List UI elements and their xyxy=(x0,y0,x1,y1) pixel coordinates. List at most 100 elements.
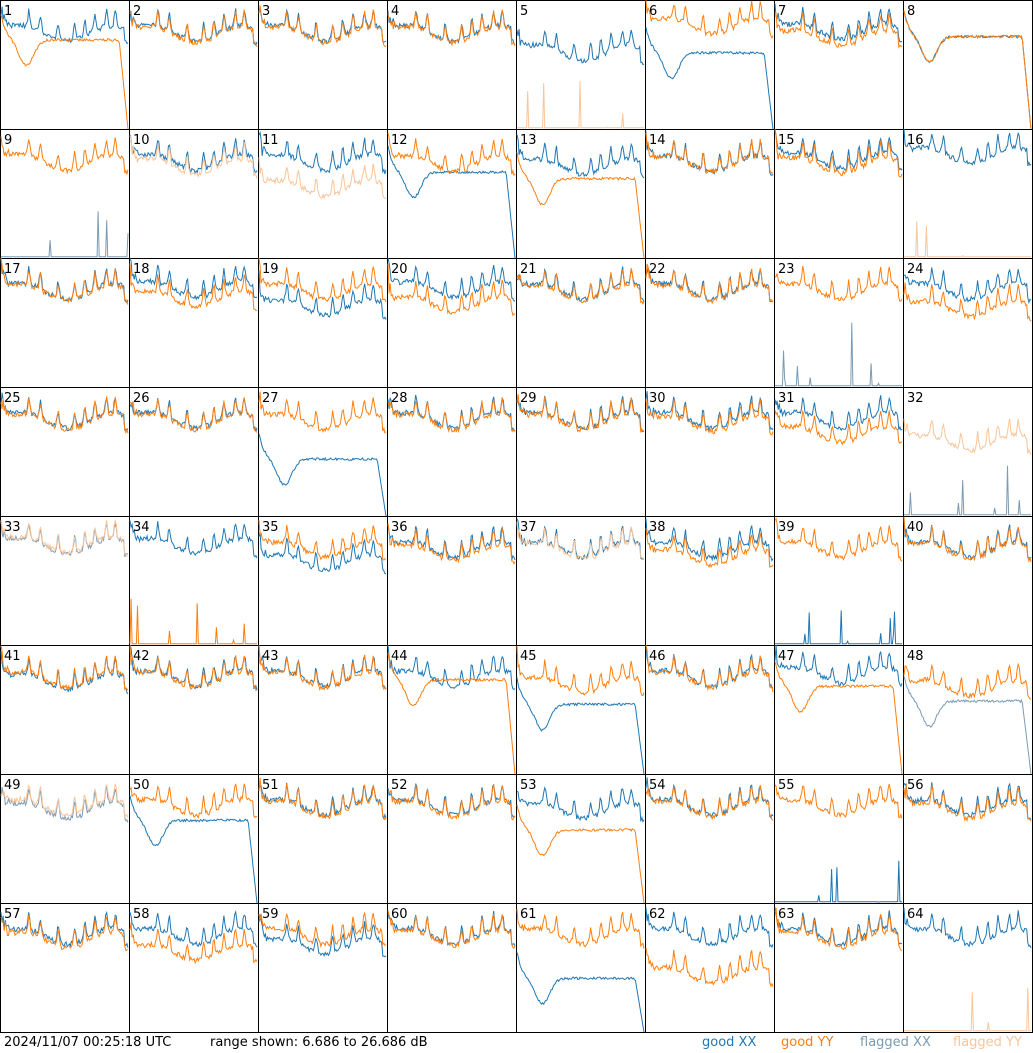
panel-frame xyxy=(387,258,517,388)
panel-frame xyxy=(774,0,904,130)
series-xx-line xyxy=(129,397,258,432)
series-xx-line xyxy=(775,860,902,903)
series-yy-line xyxy=(387,397,516,434)
panel-21: 21 xyxy=(516,258,646,388)
panel-label: 18 xyxy=(133,262,150,277)
panel-frame xyxy=(129,645,259,775)
series-yy-line xyxy=(774,265,903,302)
panel-frame xyxy=(258,0,388,130)
panel-label: 34 xyxy=(133,520,150,535)
panel-label: 25 xyxy=(4,391,21,406)
panel-label: 8 xyxy=(907,4,915,19)
series-yy-line xyxy=(516,152,645,259)
panel-frame xyxy=(387,516,517,646)
panel-20: 20 xyxy=(387,257,517,388)
panel-33: 33 xyxy=(0,516,130,646)
series-yy-line xyxy=(129,135,258,179)
series-yy-line xyxy=(129,922,258,965)
panel-label: 57 xyxy=(4,907,21,922)
panel-label: 50 xyxy=(133,778,150,793)
legend-flagged-xx: flagged XX xyxy=(860,1035,931,1050)
series-xx-line xyxy=(129,910,258,948)
panel-label: 52 xyxy=(391,778,408,793)
panel-frame xyxy=(903,0,1033,130)
timestamp-text: 2024/11/07 00:25:18 UTC xyxy=(4,1035,172,1050)
series-yy-line xyxy=(0,396,129,435)
panel-frame xyxy=(645,387,775,517)
panel-label: 13 xyxy=(520,133,537,148)
panel-59: 59 xyxy=(258,903,388,1033)
panel-12: 12 xyxy=(387,129,517,259)
panel-frame xyxy=(903,516,1033,646)
series-xx-line xyxy=(775,610,902,645)
panel-54: 54 xyxy=(645,774,775,904)
panel-label: 64 xyxy=(907,907,924,922)
series-xx-line xyxy=(387,644,516,690)
series-yy-line xyxy=(387,132,516,177)
legend-good-xx: good XX xyxy=(702,1035,757,1050)
panel-label: 51 xyxy=(262,778,279,793)
panel-label: 10 xyxy=(133,133,150,148)
panel-label: 9 xyxy=(4,133,12,148)
panel-label: 48 xyxy=(907,649,924,664)
panel-26: 26 xyxy=(129,387,259,517)
series-yy-line xyxy=(516,909,645,949)
panel-label: 30 xyxy=(649,391,666,406)
series-yy-line xyxy=(387,652,516,775)
panel-48: 48 xyxy=(903,645,1033,775)
panel-frame xyxy=(258,516,388,646)
panel-8: 8 xyxy=(903,0,1033,130)
panel-frame xyxy=(258,258,388,388)
panel-43: 43 xyxy=(258,644,388,775)
panel-label: 2 xyxy=(133,4,141,19)
panel-7: 7 xyxy=(774,0,904,130)
panel-label: 19 xyxy=(262,262,279,277)
series-yy-line xyxy=(774,907,903,951)
panel-frame xyxy=(129,387,259,517)
series-yy-line xyxy=(516,804,645,904)
panel-22: 22 xyxy=(645,258,775,388)
series-yy-line xyxy=(645,644,774,693)
panel-frame xyxy=(774,516,904,646)
series-xx-line xyxy=(903,907,1032,949)
panel-frame xyxy=(129,903,259,1033)
panel-frame xyxy=(645,645,775,775)
panel-label: 28 xyxy=(391,391,408,406)
panel-label: 56 xyxy=(907,778,924,793)
series-xx-line xyxy=(129,257,258,301)
series-yy-line xyxy=(645,132,774,175)
series-yy-line xyxy=(0,518,129,557)
series-yy-line xyxy=(903,784,1032,823)
panel-frame xyxy=(774,774,904,904)
panel-50: 50 xyxy=(129,774,259,904)
panel-63: 63 xyxy=(774,903,904,1033)
panel-18: 18 xyxy=(129,257,259,388)
series-xx-line xyxy=(258,270,387,320)
panel-label: 61 xyxy=(520,907,537,922)
panel-frame xyxy=(516,645,646,775)
panel-frame xyxy=(258,903,388,1033)
panel-frame xyxy=(903,129,1033,259)
series-yy-line xyxy=(0,14,129,130)
series-yy-line xyxy=(258,5,387,47)
panel-label: 24 xyxy=(907,262,924,277)
series-yy-line xyxy=(387,910,516,949)
panel-label: 38 xyxy=(649,520,666,535)
panel-4: 4 xyxy=(387,0,517,130)
series-yy-line xyxy=(903,10,1032,130)
series-yy-line xyxy=(774,409,903,446)
panel-label: 16 xyxy=(907,133,924,148)
panel-39: 39 xyxy=(774,516,904,646)
panel-label: 26 xyxy=(133,391,150,406)
panel-16: 16 xyxy=(903,128,1033,259)
panel-label: 45 xyxy=(520,649,537,664)
series-yy-line xyxy=(774,661,903,775)
series-yy-line xyxy=(516,268,645,306)
series-yy-line xyxy=(0,257,129,305)
panel-30: 30 xyxy=(645,387,775,517)
panel-frame xyxy=(258,387,388,517)
panel-label: 27 xyxy=(262,391,279,406)
panel-3: 3 xyxy=(258,0,388,130)
panel-55: 55 xyxy=(774,774,904,904)
panel-label: 53 xyxy=(520,778,537,793)
